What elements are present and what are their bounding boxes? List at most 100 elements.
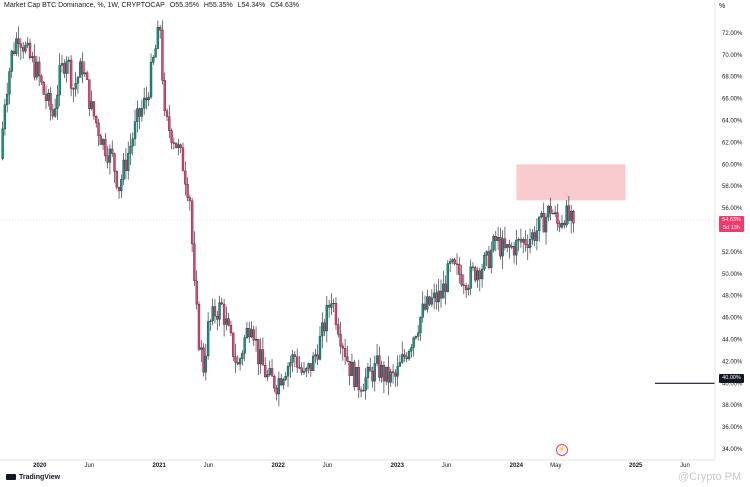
- candle-body-150: [343, 348, 347, 357]
- candle-body-184: [421, 303, 424, 318]
- candle-body-92: [211, 306, 214, 322]
- candle-body-35: [81, 61, 84, 75]
- candle-body-130: [298, 367, 301, 369]
- candle-body-64: [147, 96, 150, 101]
- candle-body-138: [316, 354, 319, 360]
- resistance-zone-box[interactable]: [516, 164, 626, 201]
- candle-body-211: [483, 255, 486, 270]
- candle-body-95: [218, 302, 221, 320]
- candle-body-193: [442, 283, 445, 299]
- candle-body-104: [238, 358, 242, 365]
- candle-body-205: [469, 266, 472, 289]
- candle-body-189: [433, 292, 436, 299]
- candle-body-169: [387, 366, 390, 383]
- candle-body-55: [127, 153, 130, 171]
- candle-body-1: [3, 104, 7, 130]
- candle-body-234: [535, 230, 539, 241]
- candle-body-15: [35, 61, 39, 78]
- tradingview-logo[interactable]: TradingView: [6, 474, 60, 481]
- candle-body-233: [533, 232, 536, 241]
- candle-body-143: [327, 304, 331, 308]
- candle-body-133: [305, 368, 308, 372]
- candle-body-120: [275, 387, 278, 395]
- last-price-value: 54.63%: [722, 217, 741, 223]
- candle-body-175: [401, 354, 404, 363]
- percent-scale-button[interactable]: %: [719, 3, 726, 10]
- time-tick-2: 2021: [152, 463, 166, 469]
- candle-body-135: [309, 363, 313, 371]
- candle-body-188: [430, 297, 434, 305]
- candle-body-40: [92, 101, 96, 117]
- candle-body-125: [286, 366, 290, 377]
- candle-body-20: [47, 92, 50, 101]
- candle-body-127: [291, 354, 294, 363]
- candle-body-14: [33, 56, 36, 78]
- candle-body-102: [234, 356, 237, 363]
- candle-body-191: [437, 290, 440, 303]
- candle-body-149: [341, 345, 344, 349]
- candle-body-235: [538, 216, 541, 231]
- candle-body-209: [478, 270, 481, 280]
- lightning-event-icon[interactable]: ⚡: [556, 444, 568, 456]
- candle-body-22: [51, 109, 54, 117]
- candle-body-71: [163, 80, 166, 111]
- candle-body-151: [346, 356, 349, 362]
- candle-body-146: [334, 302, 338, 325]
- candle-body-228: [522, 239, 525, 243]
- candle-body-23: [53, 108, 57, 117]
- candle-body-196: [448, 261, 452, 264]
- candle-body-24: [56, 94, 59, 109]
- price-tick-1: 36.00%: [722, 425, 743, 431]
- candle-body-210: [480, 268, 484, 280]
- candle-body-181: [414, 336, 418, 339]
- candle-body-129: [296, 356, 299, 368]
- candle-body-17: [40, 75, 43, 83]
- candle-body-225: [515, 239, 518, 256]
- candle-body-96: [220, 302, 223, 305]
- candle-body-238: [544, 216, 548, 233]
- candle-body-63: [145, 97, 148, 101]
- candle-body-199: [455, 263, 459, 265]
- candle-body-116: [266, 374, 269, 378]
- candle-body-154: [353, 361, 356, 387]
- candle-body-58: [133, 121, 137, 140]
- candle-body-240: [549, 205, 552, 214]
- candle-body-140: [321, 322, 324, 337]
- time-tick-4: 2022: [272, 463, 286, 469]
- candle-body-142: [325, 304, 328, 332]
- price-axis[interactable]: 34.00% 36.00% 38.00% 40.00% 42.00% 44.00% 46.0…: [722, 31, 743, 453]
- candle-body-74: [170, 130, 173, 143]
- candle-body-31: [72, 88, 75, 90]
- candle-body-43: [99, 135, 102, 145]
- candle-body-52: [120, 179, 123, 192]
- candle-body-195: [446, 263, 450, 292]
- candle-body-28: [65, 61, 68, 74]
- candle-body-39: [90, 101, 93, 109]
- candle-body-244: [558, 223, 561, 228]
- price-tick-13: 60.00%: [722, 162, 743, 168]
- symbol-title[interactable]: Market Cap BTC Dominance, %, 1W, CRYPTOC…: [4, 2, 165, 9]
- candle-body-213: [487, 251, 491, 268]
- candle-body-99: [227, 318, 230, 326]
- resistance-zone: [516, 164, 626, 201]
- candle-body-187: [428, 296, 431, 305]
- candle-body-76: [174, 142, 178, 148]
- candle-body-18: [42, 81, 45, 95]
- price-tick-4: 42.00%: [722, 359, 743, 365]
- candle-body-141: [323, 322, 326, 332]
- candle-body-82: [188, 197, 191, 202]
- candle-body-33: [76, 77, 80, 84]
- tradingview-logo-text: TradingView: [19, 474, 61, 481]
- candle-body-108: [248, 328, 251, 338]
- candle-body-190: [435, 292, 438, 303]
- candle-body-61: [140, 108, 144, 117]
- price-tick-19: 72.00%: [722, 31, 743, 37]
- candle-body-144: [330, 303, 333, 308]
- candle-body-165: [378, 355, 381, 378]
- candle-body-245: [560, 222, 564, 228]
- low-value: L54.34%: [237, 2, 266, 9]
- time-axis[interactable]: 2020 Jun 2021 Jun 2022 Jun 2023 Jun 2024 May 2025 J…: [33, 463, 690, 469]
- candle-body-166: [380, 365, 383, 378]
- candle-body-13: [31, 56, 34, 58]
